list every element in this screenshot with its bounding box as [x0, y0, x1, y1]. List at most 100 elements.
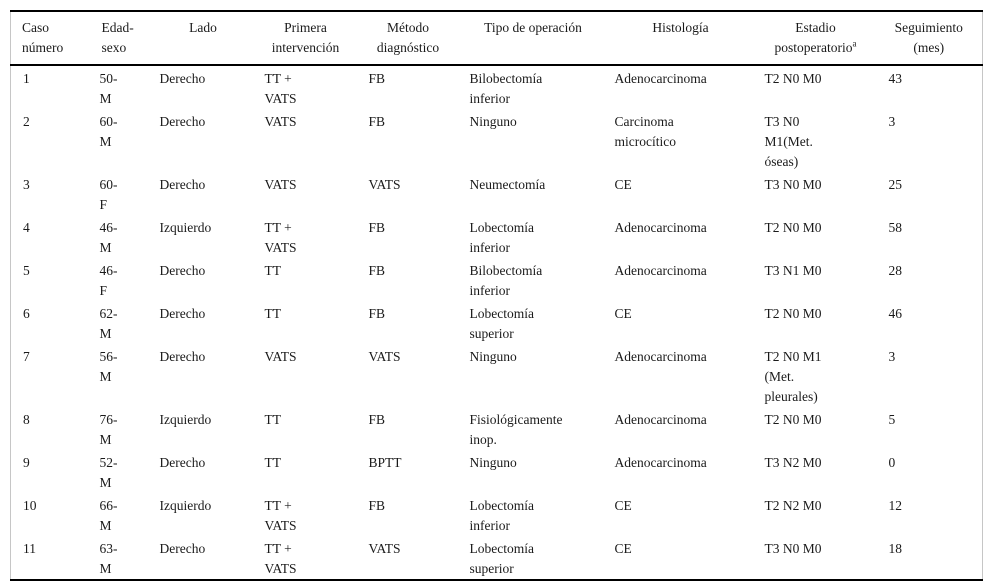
cell-value: Derecho — [159, 177, 206, 192]
cell-value: 25 — [888, 177, 903, 192]
case-series-table: Caso número Edad- sexo Lado Primera interve… — [10, 10, 983, 581]
cell-value: TT + VATS — [264, 220, 297, 255]
table-wrapper: Caso número Edad- sexo Lado Primera interve… — [10, 10, 983, 581]
column-header-primera-intervencion: Primera intervención — [255, 11, 356, 66]
cell-primera-intervencion: TT + VATS — [256, 536, 356, 580]
column-header-edad-sexo: Edad- sexo — [90, 11, 151, 66]
cell-tipo-de-operacion: Ninguno — [461, 344, 606, 407]
cell-seguimiento-mes: 25 — [876, 172, 983, 215]
cell-value: Izquierdo — [159, 498, 212, 513]
cell-value: FB — [368, 220, 386, 235]
cell-value: Ninguno — [469, 114, 517, 129]
table-header: Caso número Edad- sexo Lado Primera interve… — [10, 11, 983, 66]
cell-value: Derecho — [159, 306, 206, 321]
cell-histologia: Adenocarcinoma — [606, 258, 756, 301]
table-row: 1 50- M Derecho TT + VATS FB Bilobectomía inf… — [11, 65, 983, 109]
cell-estadio-postoperatorio: T3 N1 M0 — [756, 258, 876, 301]
cell-value: CE — [614, 498, 632, 513]
cell-lado: Izquierdo — [151, 493, 256, 536]
cell-histologia: Adenocarcinoma — [606, 344, 756, 407]
cell-caso-numero: 7 — [11, 344, 91, 407]
cell-lado: Derecho — [151, 109, 256, 172]
column-header-tipo-de-operacion: Tipo de operación — [460, 11, 606, 66]
cell-metodo-diagnostico: VATS — [356, 344, 461, 407]
cell-value: 43 — [888, 71, 903, 86]
cell-value: FB — [368, 412, 386, 427]
cell-tipo-de-operacion: Lobectomía superior — [461, 301, 606, 344]
cell-value: 60- M — [99, 114, 118, 149]
cell-value: 62- M — [99, 306, 118, 341]
cell-value: 10 — [23, 498, 37, 513]
cell-edad-sexo: 46- M — [91, 215, 151, 258]
cell-primera-intervencion: TT — [256, 301, 356, 344]
cell-value: VATS — [264, 349, 297, 364]
cell-value: Lobectomía inferior — [469, 220, 534, 255]
cell-lado: Izquierdo — [151, 407, 256, 450]
cell-seguimiento-mes: 18 — [876, 536, 983, 580]
cell-value: 5 — [23, 263, 30, 278]
cell-edad-sexo: 66- M — [91, 493, 151, 536]
cell-value: 28 — [888, 263, 903, 278]
cell-value: Neumectomía — [469, 177, 546, 192]
cell-lado: Derecho — [151, 301, 256, 344]
cell-value: Bilobectomía inferior — [469, 71, 543, 106]
cell-histologia: Carcinoma microcítico — [606, 109, 756, 172]
cell-value: TT — [264, 455, 282, 470]
cell-metodo-diagnostico: VATS — [356, 172, 461, 215]
cell-value: 12 — [888, 498, 903, 513]
cell-metodo-diagnostico: FB — [356, 109, 461, 172]
cell-edad-sexo: 63- M — [91, 536, 151, 580]
cell-edad-sexo: 76- M — [91, 407, 151, 450]
cell-value: 1 — [23, 71, 30, 86]
cell-caso-numero: 6 — [11, 301, 91, 344]
cell-value: FB — [368, 114, 386, 129]
cell-value: 0 — [888, 455, 896, 470]
cell-value: Derecho — [159, 541, 206, 556]
column-header-label: Primera intervención — [271, 20, 340, 55]
cell-value: T3 N0 M0 — [764, 541, 822, 556]
cell-tipo-de-operacion: Lobectomía superior — [461, 536, 606, 580]
cell-primera-intervencion: TT + VATS — [256, 65, 356, 109]
cell-value: VATS — [368, 177, 401, 192]
cell-primera-intervencion: VATS — [256, 109, 356, 172]
column-header-estadio-postoperatorio: Estadio postoperatorioa — [755, 11, 876, 66]
cell-primera-intervencion: VATS — [256, 172, 356, 215]
cell-lado: Derecho — [151, 344, 256, 407]
column-header-label: Estadio postoperatorio — [774, 20, 853, 55]
cell-primera-intervencion: TT — [256, 407, 356, 450]
cell-value: 18 — [888, 541, 903, 556]
cell-metodo-diagnostico: FB — [356, 493, 461, 536]
cell-value: T3 N0 M0 — [764, 177, 822, 192]
cell-tipo-de-operacion: Bilobectomía inferior — [461, 258, 606, 301]
cell-value: BPTT — [368, 455, 402, 470]
cell-value: TT + VATS — [264, 498, 297, 533]
cell-value: T2 N0 M0 — [764, 412, 822, 427]
cell-histologia: Adenocarcinoma — [606, 450, 756, 493]
cell-value: FB — [368, 498, 386, 513]
cell-metodo-diagnostico: FB — [356, 215, 461, 258]
table-row: 2 60- M Derecho VATS FB Ninguno Carcinoma micr… — [11, 109, 983, 172]
cell-value: Adenocarcinoma — [614, 263, 707, 278]
cell-value: TT — [264, 412, 282, 427]
cell-estadio-postoperatorio: T2 N0 M0 — [756, 215, 876, 258]
cell-histologia: Adenocarcinoma — [606, 65, 756, 109]
cell-value: Derecho — [159, 263, 206, 278]
cell-tipo-de-operacion: Ninguno — [461, 109, 606, 172]
cell-seguimiento-mes: 3 — [876, 344, 983, 407]
cell-edad-sexo: 60- F — [91, 172, 151, 215]
cell-value: TT — [264, 306, 282, 321]
cell-value: 11 — [23, 541, 36, 556]
cell-value: Adenocarcinoma — [614, 455, 707, 470]
cell-value: 66- M — [99, 498, 118, 533]
cell-value: 8 — [23, 412, 30, 427]
cell-caso-numero: 10 — [11, 493, 91, 536]
cell-value: 58 — [888, 220, 903, 235]
cell-value: T3 N1 M0 — [764, 263, 822, 278]
column-header-seguimiento-mes: Seguimiento (mes) — [875, 11, 983, 66]
cell-value: FB — [368, 263, 386, 278]
cell-caso-numero: 3 — [11, 172, 91, 215]
cell-estadio-postoperatorio: T3 N0 M0 — [756, 172, 876, 215]
cell-seguimiento-mes: 58 — [876, 215, 983, 258]
cell-value: 46- F — [99, 263, 118, 298]
